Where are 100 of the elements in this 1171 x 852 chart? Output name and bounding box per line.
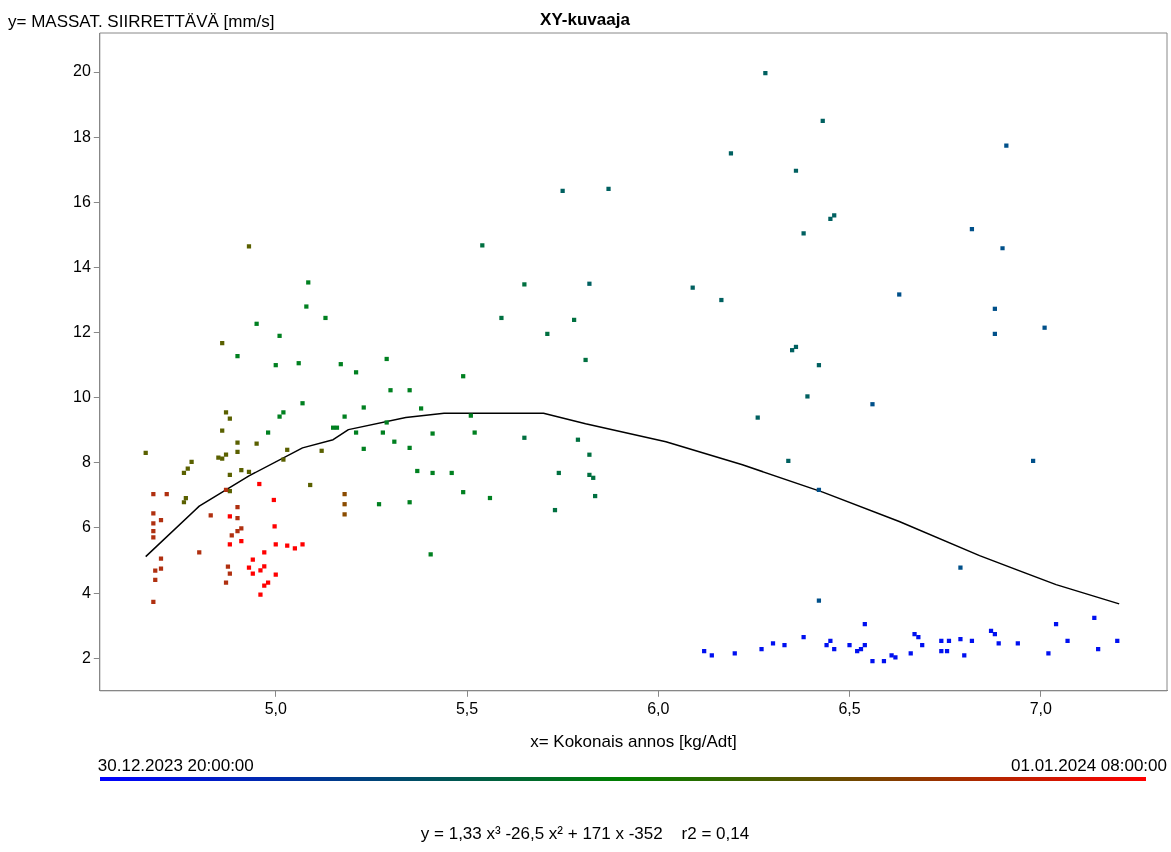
point bbox=[728, 151, 734, 156]
text: 30.12.2023 20:00:00 bbox=[97, 755, 254, 775]
text: 01.01.2024 08:00:00 bbox=[1011, 755, 1167, 775]
point bbox=[828, 216, 833, 222]
point bbox=[277, 414, 282, 419]
point bbox=[342, 502, 347, 507]
point bbox=[342, 491, 347, 497]
point bbox=[235, 516, 240, 521]
x-tick-label: 5,5 bbox=[455, 699, 479, 717]
y-tick-label: 2 bbox=[81, 648, 91, 666]
point bbox=[323, 315, 328, 321]
y-tick-label: 12 bbox=[73, 323, 91, 340]
point bbox=[847, 643, 852, 648]
y-axis-title: y= MASSAT. SIIRRETTÄVÄ [mm/s] bbox=[8, 11, 275, 31]
point bbox=[281, 457, 286, 462]
point bbox=[229, 533, 234, 538]
point bbox=[306, 280, 311, 285]
point bbox=[388, 388, 393, 393]
point bbox=[220, 456, 225, 461]
point bbox=[1065, 638, 1070, 644]
chart-title: XY-kuvaaja bbox=[540, 9, 631, 29]
point bbox=[151, 521, 156, 526]
point bbox=[418, 406, 424, 411]
point bbox=[755, 415, 760, 420]
point bbox=[606, 186, 611, 192]
point bbox=[472, 430, 477, 435]
x-tick-label: 6,0 bbox=[647, 699, 670, 717]
x-tick-label: 6,5 bbox=[838, 699, 861, 717]
y-tick-label: 10 bbox=[73, 388, 91, 406]
point bbox=[1042, 325, 1047, 330]
point bbox=[587, 472, 592, 478]
point bbox=[235, 440, 240, 445]
y-tick-label: 14 bbox=[73, 257, 91, 275]
y-tick-label: 20 bbox=[73, 62, 91, 80]
point bbox=[870, 402, 875, 407]
y-tick-label: 6 bbox=[81, 518, 91, 536]
point bbox=[277, 333, 282, 338]
point bbox=[235, 505, 240, 510]
point bbox=[889, 653, 894, 658]
point bbox=[801, 634, 806, 640]
point bbox=[828, 638, 833, 644]
point bbox=[353, 430, 359, 435]
point bbox=[262, 550, 267, 555]
point bbox=[893, 655, 898, 660]
text: y = 1,33 x³ -26,5 x² + 171 x -352 r2 = 0,14 bbox=[420, 823, 750, 843]
point bbox=[824, 643, 829, 648]
point bbox=[430, 431, 435, 436]
point bbox=[304, 304, 309, 309]
point bbox=[958, 636, 963, 642]
y-tick-label: 18 bbox=[73, 127, 91, 145]
point bbox=[801, 231, 806, 236]
point bbox=[220, 428, 225, 433]
point bbox=[258, 592, 263, 597]
y-tick-label: 8 bbox=[81, 453, 91, 471]
point bbox=[522, 282, 527, 287]
point bbox=[300, 542, 305, 547]
point bbox=[235, 449, 240, 454]
point bbox=[262, 564, 267, 569]
point bbox=[587, 452, 592, 457]
point bbox=[816, 598, 822, 603]
point bbox=[958, 565, 963, 570]
point bbox=[227, 416, 232, 421]
y-tick-label: 4 bbox=[81, 583, 91, 601]
point bbox=[265, 430, 271, 435]
point bbox=[430, 470, 435, 476]
point bbox=[384, 420, 389, 425]
point bbox=[250, 571, 255, 576]
point bbox=[227, 571, 232, 576]
point bbox=[1046, 651, 1051, 656]
point bbox=[782, 643, 787, 648]
point bbox=[197, 550, 202, 555]
point bbox=[1000, 246, 1005, 251]
x-tick-label: 7,0 bbox=[1029, 699, 1052, 717]
point bbox=[235, 529, 240, 534]
point bbox=[759, 647, 764, 652]
point bbox=[262, 583, 267, 588]
point bbox=[189, 459, 194, 464]
point bbox=[342, 414, 347, 419]
point bbox=[273, 572, 278, 577]
point bbox=[158, 556, 164, 561]
point bbox=[292, 546, 297, 551]
point bbox=[235, 353, 240, 359]
y-tick-label: 16 bbox=[73, 192, 91, 210]
point bbox=[897, 292, 902, 297]
point bbox=[587, 281, 592, 286]
point bbox=[522, 435, 527, 440]
point bbox=[380, 430, 385, 435]
point bbox=[272, 524, 277, 529]
point bbox=[583, 357, 588, 363]
point bbox=[805, 394, 810, 399]
point bbox=[151, 535, 156, 540]
point bbox=[250, 557, 255, 562]
point bbox=[499, 315, 504, 321]
point bbox=[258, 568, 263, 573]
x-tick-label: 5,0 bbox=[264, 699, 287, 717]
point bbox=[342, 512, 347, 517]
point bbox=[300, 401, 305, 406]
point bbox=[870, 659, 875, 664]
point bbox=[281, 410, 286, 415]
point bbox=[361, 405, 366, 410]
